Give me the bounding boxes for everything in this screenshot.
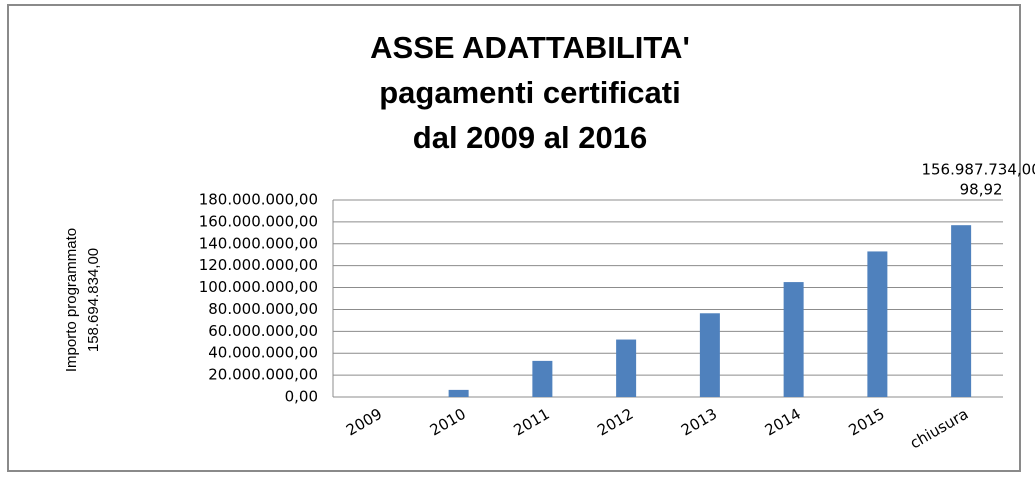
y-axis-label: 158.694.834,00: [85, 248, 102, 352]
chart-title: pagamenti certificati: [379, 75, 680, 110]
y-tick-label: 120.000.000,00: [199, 256, 318, 274]
bar: [867, 251, 888, 397]
y-axis-label: Importo programmato: [63, 228, 80, 372]
y-tick-label: 80.000.000,00: [208, 300, 318, 318]
bar: [783, 282, 804, 397]
y-tick-label: 160.000.000,00: [199, 212, 318, 230]
bar: [616, 339, 637, 397]
annotation: 98,92: [960, 181, 1003, 199]
y-tick-label: 140.000.000,00: [199, 234, 318, 252]
data-label: 156.987.734,00: [921, 161, 1035, 179]
bar: [448, 389, 469, 397]
y-tick-label: 100.000.000,00: [199, 278, 318, 296]
bar: [699, 313, 720, 397]
chart-frame: [7, 4, 1021, 472]
y-tick-label: 40.000.000,00: [208, 344, 318, 362]
chart-title: ASSE ADATTABILITA': [370, 30, 690, 65]
y-tick-label: 20.000.000,00: [208, 366, 318, 384]
y-tick-label: 60.000.000,00: [208, 322, 318, 340]
bar: [951, 225, 972, 397]
y-tick-label: 0,00: [285, 388, 318, 406]
chart-title: dal 2009 al 2016: [413, 120, 647, 155]
y-tick-label: 180.000.000,00: [199, 191, 318, 209]
bar: [532, 360, 553, 397]
